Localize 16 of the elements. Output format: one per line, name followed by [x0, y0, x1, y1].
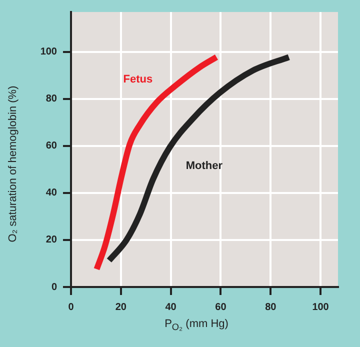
x-tick-label: 60 [215, 302, 227, 313]
y-axis-title: O₂ saturation of hemoglobin (%) [7, 86, 19, 242]
y-tick-label: 0 [51, 282, 58, 293]
x-tick-label: 20 [115, 302, 127, 313]
y-tick-label: 40 [46, 188, 58, 199]
y-tick-label: 80 [46, 94, 58, 105]
x-tick-label: 0 [68, 302, 74, 313]
series-label: Fetus [123, 73, 153, 86]
x-axis-title: P$_{O₂}$ (mm Hg) [164, 318, 230, 332]
x-tick-label: 40 [165, 302, 177, 313]
y-tick-label: 20 [46, 234, 58, 246]
x-tick-label: 80 [265, 302, 277, 313]
x-tick-label: 100 [312, 302, 330, 313]
y-tick-label: 60 [46, 140, 58, 152]
y-tick-label: 100 [40, 46, 58, 58]
series-label: Mother [186, 160, 224, 172]
